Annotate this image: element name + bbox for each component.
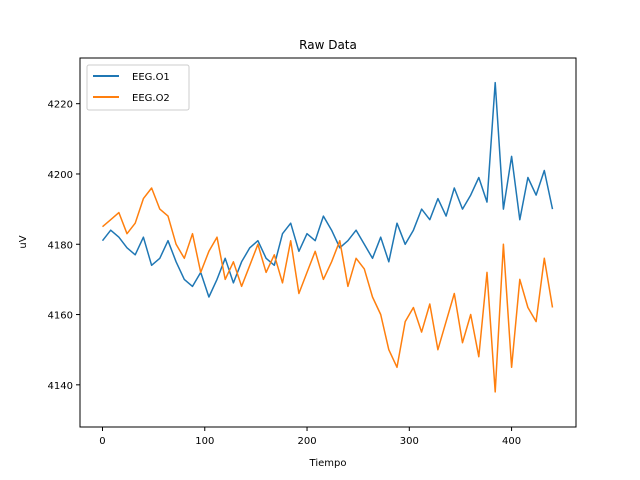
x-tick-label: 100 bbox=[195, 436, 214, 447]
y-tick-label: 4140 bbox=[48, 381, 73, 392]
x-tick-label: 300 bbox=[400, 436, 419, 447]
series-line-eeg-o2 bbox=[102, 187, 554, 393]
y-axis-ticks: 4140 4160 4180 4200 4220 bbox=[48, 100, 80, 392]
y-tick-label: 4220 bbox=[48, 100, 73, 111]
legend: EEG.O1 EEG.O2 bbox=[86, 64, 190, 111]
x-tick-label: 400 bbox=[502, 436, 521, 447]
x-axis-label: Tiempo bbox=[309, 458, 347, 469]
series-line-eeg-o1 bbox=[101, 81, 554, 298]
chart-title: Raw Data bbox=[299, 38, 357, 52]
y-tick-label: 4200 bbox=[48, 170, 73, 181]
plot-area bbox=[79, 57, 577, 428]
axes-frame bbox=[79, 57, 577, 428]
x-tick-label: 0 bbox=[99, 436, 105, 447]
y-tick-label: 4180 bbox=[48, 240, 73, 251]
x-tick-label: 200 bbox=[297, 436, 316, 447]
x-axis-ticks: 0 100 200 300 400 bbox=[99, 427, 521, 447]
legend-label-eeg-o1: EEG.O1 bbox=[132, 72, 170, 83]
series-layer bbox=[101, 81, 554, 393]
y-axis-label: uV bbox=[18, 235, 29, 248]
y-tick-label: 4160 bbox=[48, 311, 73, 322]
legend-label-eeg-o2: EEG.O2 bbox=[132, 93, 170, 104]
